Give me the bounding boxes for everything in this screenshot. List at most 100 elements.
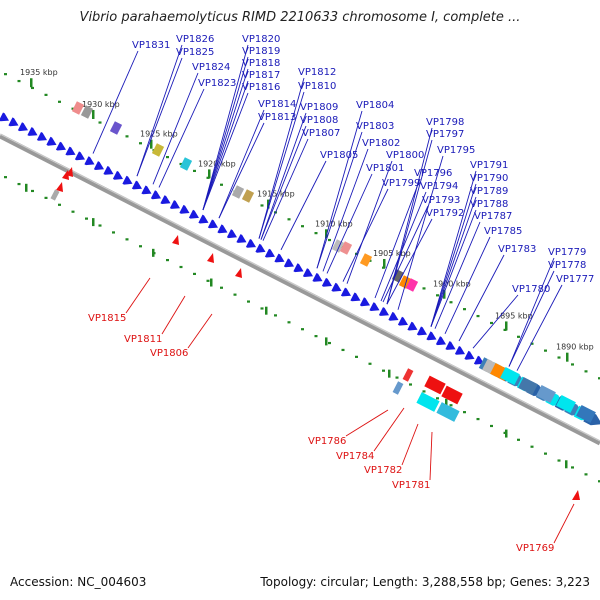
gene-leader-line [472,294,519,349]
gene-arrow [65,146,76,156]
lower-track-dot [31,189,34,193]
scale-label: 1910 kbp [315,219,353,228]
lower-track-dot [490,424,493,428]
gene-leader-line [382,205,429,303]
lower-track-dot [206,279,210,282]
gene-leader-line [430,209,477,327]
upper-track-dot [490,321,493,325]
upper-track-dot [571,363,574,366]
topology-text: Topology: circular; Length: 3,288,558 bp… [260,575,590,589]
gene-leader-line [397,155,444,310]
gene-leader-line [280,160,327,251]
gene-label-upper: VP1780 [512,284,550,295]
lower-track-dot [314,335,318,338]
gene-arrow [84,156,95,166]
gene-arrow [331,282,342,292]
lower-track-dot [193,272,196,276]
lower-track-dot [220,286,223,289]
gene-arrow [378,307,389,316]
gene-label-upper: VP1795 [437,145,475,156]
gene-leader-line [158,88,205,188]
gene-block [424,375,446,395]
gene-block [500,367,520,385]
gene-label-upper: VP1779 [548,247,586,258]
upper-track-dot [44,93,48,96]
gene-leader-line [136,57,183,177]
gene-arrow [150,190,161,200]
gene-arrow [435,336,446,346]
lower-track-dot [476,417,480,421]
gene-arrow [340,287,351,297]
gene-leader-line [260,125,307,240]
gene-arrow [255,243,266,253]
upper-track-dot [166,155,169,159]
gene-leader-line [316,110,363,269]
gene-leader-line [345,409,389,437]
gene-leader-line [258,77,305,239]
gene-label-upper: VP1824 [192,62,230,73]
upper-track-dot [422,287,426,290]
gene-label-lower: VP1815 [88,313,126,324]
lower-track-dot [301,328,304,331]
gene-label-upper: VP1791 [470,160,508,171]
lower-track-dot [247,300,250,303]
gene-arrow [350,292,361,302]
gene-label-lower: VP1811 [124,334,162,345]
gene-leader-line [92,50,139,154]
lower-track-dot [395,376,399,379]
gene-label-upper: VP1792 [426,208,464,219]
gene-label-upper: VP1820 [242,34,280,45]
gene-block [359,253,373,267]
gene-arrow [388,311,399,321]
lower-track-dot [341,348,345,352]
upper-track-dot [314,232,318,235]
gene-block [179,157,193,171]
upper-track-dot [463,308,466,311]
gene-leader-line [152,72,199,185]
lower-track-dot [166,258,169,262]
lower-track-dot [58,203,61,206]
gene-arrow [207,219,218,229]
upper-track-dot [4,73,7,76]
scale-label: 1935 kbp [20,68,58,77]
lower-track-dot [422,390,426,393]
lower-track-dot [112,231,115,234]
upper-track-dot [584,370,588,373]
upper-track-dot [530,342,534,345]
lower-track-dot [71,210,75,213]
gene-leader-line [262,138,309,241]
lower-track-dot [544,452,547,455]
upper-track-dot [544,349,547,352]
accession-text: Accession: NC_004603 [10,575,147,589]
gene-leader-line [444,236,491,335]
scale-tick [325,337,328,346]
gene-arrow-reverse [207,253,214,263]
gene-label-upper: VP1813 [258,112,296,123]
gene-label-upper: VP1798 [426,117,464,128]
gene-leader-line [202,44,249,211]
gene-arrow [0,112,9,122]
gene-label-upper: VP1799 [382,178,420,189]
lower-track-dot [517,438,520,441]
gene-arrow [188,209,199,219]
gene-block [80,105,94,119]
gene-arrow [141,185,152,195]
scale-tick [92,109,95,119]
upper-track-dot [328,238,331,242]
lower-track-dot [368,362,372,365]
scale-label: 1915 kbp [257,190,295,199]
gene-block [536,385,556,403]
scale-tick [505,321,508,331]
gene-block [441,385,463,405]
gene-leader-line [218,109,265,219]
gene-label-lower: VP1769 [516,543,554,554]
gene-arrow-reverse [235,268,242,278]
upper-track-dot [31,86,34,90]
scale-tick [30,78,33,88]
scale-tick [383,258,386,268]
gene-arrow [27,127,38,136]
gene-arrow [169,200,180,209]
gene-arrow [236,234,247,243]
gene-leader-line [430,183,477,327]
